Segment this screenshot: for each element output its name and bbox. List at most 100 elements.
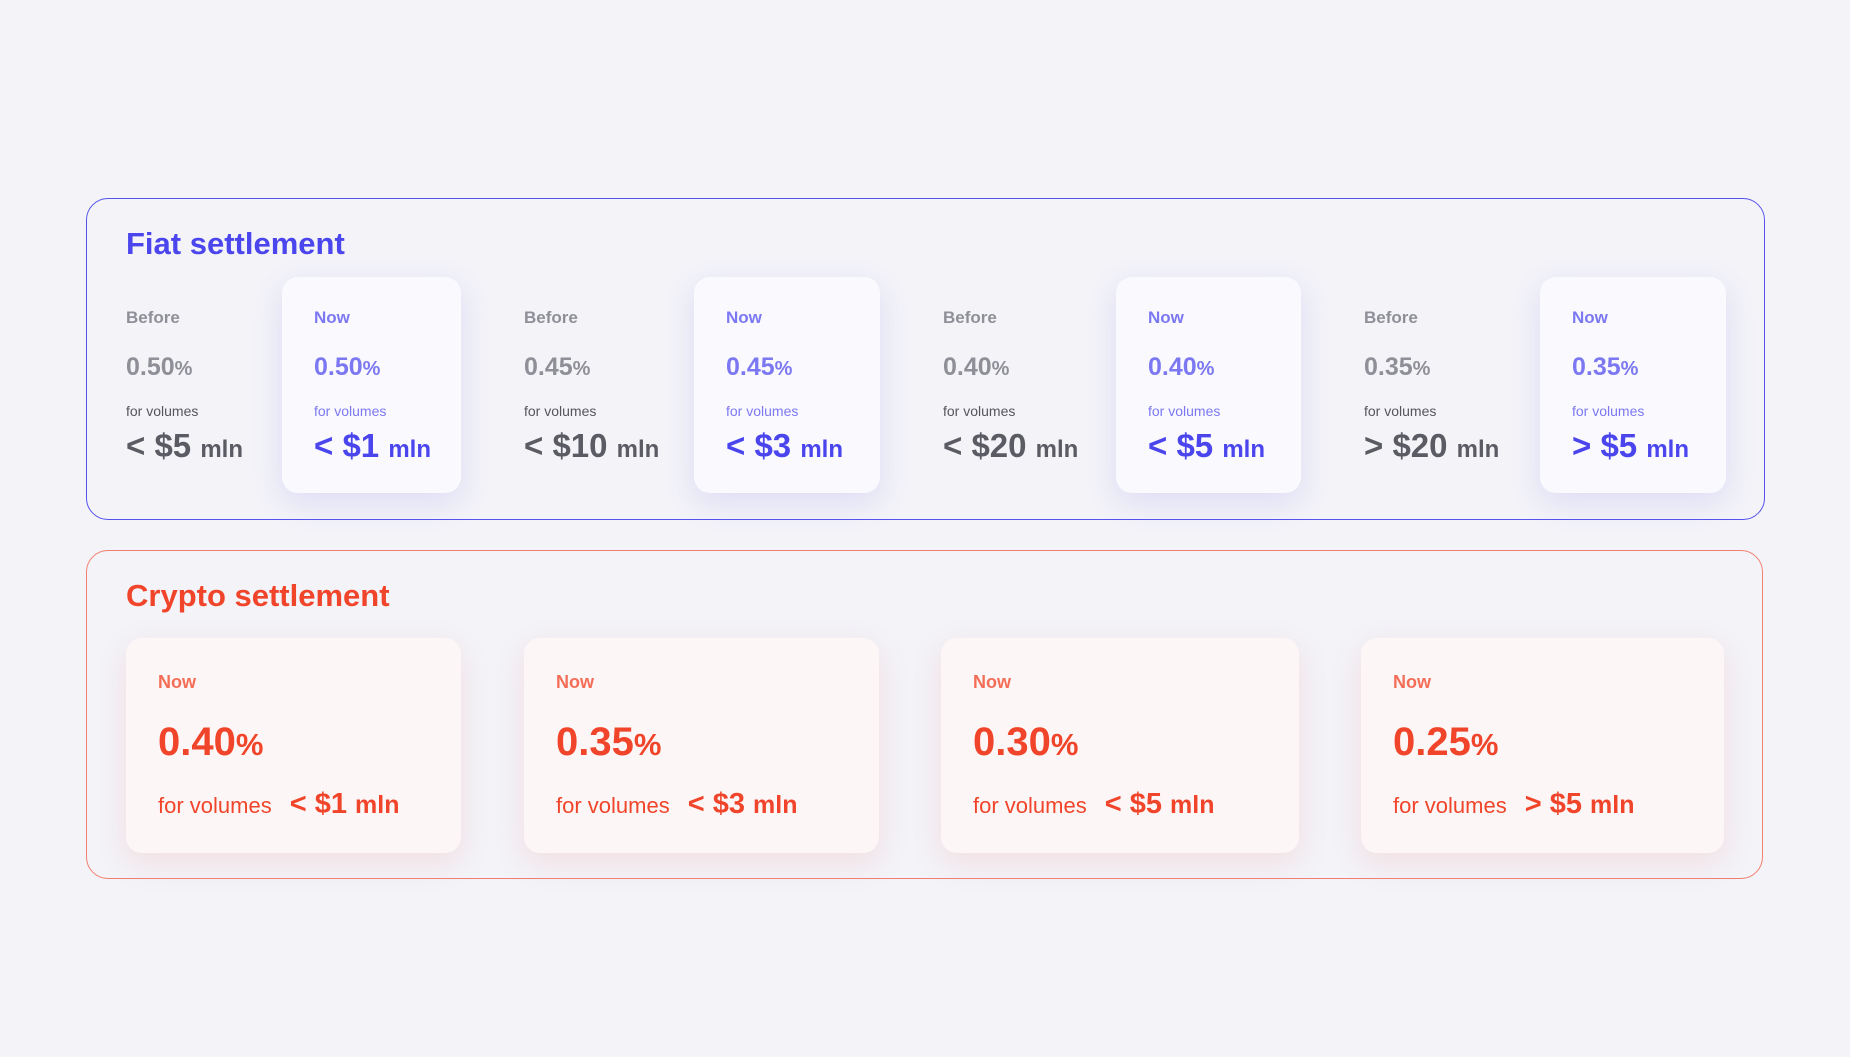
rate-number: 0.45 xyxy=(726,353,775,381)
crypto-title: Crypto settlement xyxy=(126,578,390,613)
for-volumes-label: for volumes xyxy=(1148,403,1221,419)
threshold-unit: mln xyxy=(1222,436,1265,463)
rate-value: 0.45% xyxy=(524,353,590,382)
threshold-amount: < $5 xyxy=(1148,427,1214,464)
threshold-amount: < $20 xyxy=(943,427,1027,464)
crypto-tier-card: Now 0.30% for volumes < $5 mln xyxy=(941,638,1299,853)
now-label: Now xyxy=(726,308,762,327)
volume-threshold: < $5 mln xyxy=(126,427,243,465)
threshold-amount: > $20 xyxy=(1364,427,1448,464)
threshold-unit: mln xyxy=(616,436,660,463)
volume-threshold: < $3 mln xyxy=(726,427,843,465)
for-volumes-label: for volumes xyxy=(1393,793,1507,818)
volume-row: for volumes > $5 mln xyxy=(1393,788,1634,821)
rate-value: 0.45% xyxy=(726,353,792,382)
now-label: Now xyxy=(973,672,1011,692)
rate-number: 0.35 xyxy=(1364,353,1413,381)
threshold-amount: < $1 xyxy=(289,788,347,820)
rate-number: 0.25 xyxy=(1393,720,1471,764)
for-volumes-label: for volumes xyxy=(1572,403,1645,419)
before-label: Before xyxy=(1364,308,1418,327)
for-volumes-label: for volumes xyxy=(158,793,272,818)
crypto-tier-card: Now 0.25% for volumes > $5 mln xyxy=(1361,638,1724,853)
volume-threshold: < $10 mln xyxy=(524,427,659,465)
threshold-unit: mln xyxy=(1456,436,1500,463)
rate-unit: % xyxy=(174,358,193,380)
rate-number: 0.50 xyxy=(126,353,175,381)
fiat-title: Fiat settlement xyxy=(126,226,345,261)
crypto-tier-card: Now 0.35% for volumes < $3 mln xyxy=(524,638,879,853)
rate-unit: % xyxy=(633,727,662,762)
rate-number: 0.40 xyxy=(943,353,992,381)
now-label: Now xyxy=(1572,308,1608,327)
rate-value: 0.35% xyxy=(556,720,661,765)
rate-unit: % xyxy=(1196,358,1215,380)
volume-threshold: < $5 mln xyxy=(1105,788,1215,820)
volume-threshold: > $20 mln xyxy=(1364,427,1499,465)
volume-row: for volumes < $1 mln xyxy=(158,788,399,821)
volume-threshold: < $1 mln xyxy=(290,788,400,820)
rate-unit: % xyxy=(362,358,381,380)
volume-row: for volumes < $5 mln xyxy=(973,788,1214,821)
rate-value: 0.35% xyxy=(1572,353,1638,382)
before-label: Before xyxy=(126,308,180,327)
threshold-amount: < $5 xyxy=(126,427,192,464)
for-volumes-label: for volumes xyxy=(556,793,670,818)
rate-unit: % xyxy=(774,358,793,380)
now-label: Now xyxy=(1393,672,1431,692)
crypto-tier-card: Now 0.40% for volumes < $1 mln xyxy=(126,638,461,853)
volume-threshold: < $20 mln xyxy=(943,427,1078,465)
volume-threshold: > $5 mln xyxy=(1572,427,1689,465)
rate-number: 0.30 xyxy=(973,720,1051,764)
for-volumes-label: for volumes xyxy=(524,403,597,419)
threshold-amount: < $3 xyxy=(726,427,792,464)
before-tier-card: Before 0.45% for volumes < $10 mln xyxy=(524,277,674,493)
threshold-amount: < $3 xyxy=(687,788,745,820)
for-volumes-label: for volumes xyxy=(1364,403,1437,419)
threshold-unit: mln xyxy=(753,791,798,819)
threshold-amount: < $1 xyxy=(314,427,380,464)
before-tier-card: Before 0.35% for volumes > $20 mln xyxy=(1364,277,1514,493)
rate-unit: % xyxy=(235,727,264,762)
rate-number: 0.40 xyxy=(1148,353,1197,381)
before-tier-card: Before 0.50% for volumes < $5 mln xyxy=(126,277,276,493)
rate-unit: % xyxy=(1470,727,1499,762)
rate-number: 0.35 xyxy=(1572,353,1621,381)
now-tier-card: Now 0.45% for volumes < $3 mln xyxy=(694,277,880,493)
rate-number: 0.45 xyxy=(524,353,573,381)
threshold-amount: < $10 xyxy=(524,427,608,464)
rate-value: 0.40% xyxy=(1148,353,1214,382)
threshold-unit: mln xyxy=(1646,436,1689,463)
volume-threshold: > $5 mln xyxy=(1525,788,1635,820)
before-label: Before xyxy=(524,308,578,327)
rate-unit: % xyxy=(1620,358,1639,380)
rate-value: 0.30% xyxy=(973,720,1078,765)
rate-number: 0.35 xyxy=(556,720,634,764)
rate-number: 0.50 xyxy=(314,353,363,381)
rate-value: 0.40% xyxy=(943,353,1009,382)
threshold-unit: mln xyxy=(1590,791,1635,819)
for-volumes-label: for volumes xyxy=(973,793,1087,818)
for-volumes-label: for volumes xyxy=(943,403,1016,419)
rate-value: 0.25% xyxy=(1393,720,1498,765)
before-label: Before xyxy=(943,308,997,327)
now-label: Now xyxy=(556,672,594,692)
rate-value: 0.50% xyxy=(314,353,380,382)
crypto-settlement-panel: Crypto settlement Now 0.40% for volumes <… xyxy=(86,550,1763,879)
now-tier-card: Now 0.50% for volumes < $1 mln xyxy=(282,277,461,493)
rate-value: 0.50% xyxy=(126,353,192,382)
now-tier-card: Now 0.35% for volumes > $5 mln xyxy=(1540,277,1726,493)
rate-unit: % xyxy=(1412,358,1431,380)
volume-threshold: < $3 mln xyxy=(688,788,798,820)
now-label: Now xyxy=(314,308,350,327)
volume-row: for volumes < $3 mln xyxy=(556,788,797,821)
threshold-amount: > $5 xyxy=(1524,788,1582,820)
now-tier-card: Now 0.40% for volumes < $5 mln xyxy=(1116,277,1301,493)
now-label: Now xyxy=(158,672,196,692)
for-volumes-label: for volumes xyxy=(726,403,799,419)
volume-threshold: < $5 mln xyxy=(1148,427,1265,465)
threshold-amount: < $5 xyxy=(1104,788,1162,820)
for-volumes-label: for volumes xyxy=(126,403,199,419)
threshold-unit: mln xyxy=(800,436,843,463)
for-volumes-label: for volumes xyxy=(314,403,387,419)
